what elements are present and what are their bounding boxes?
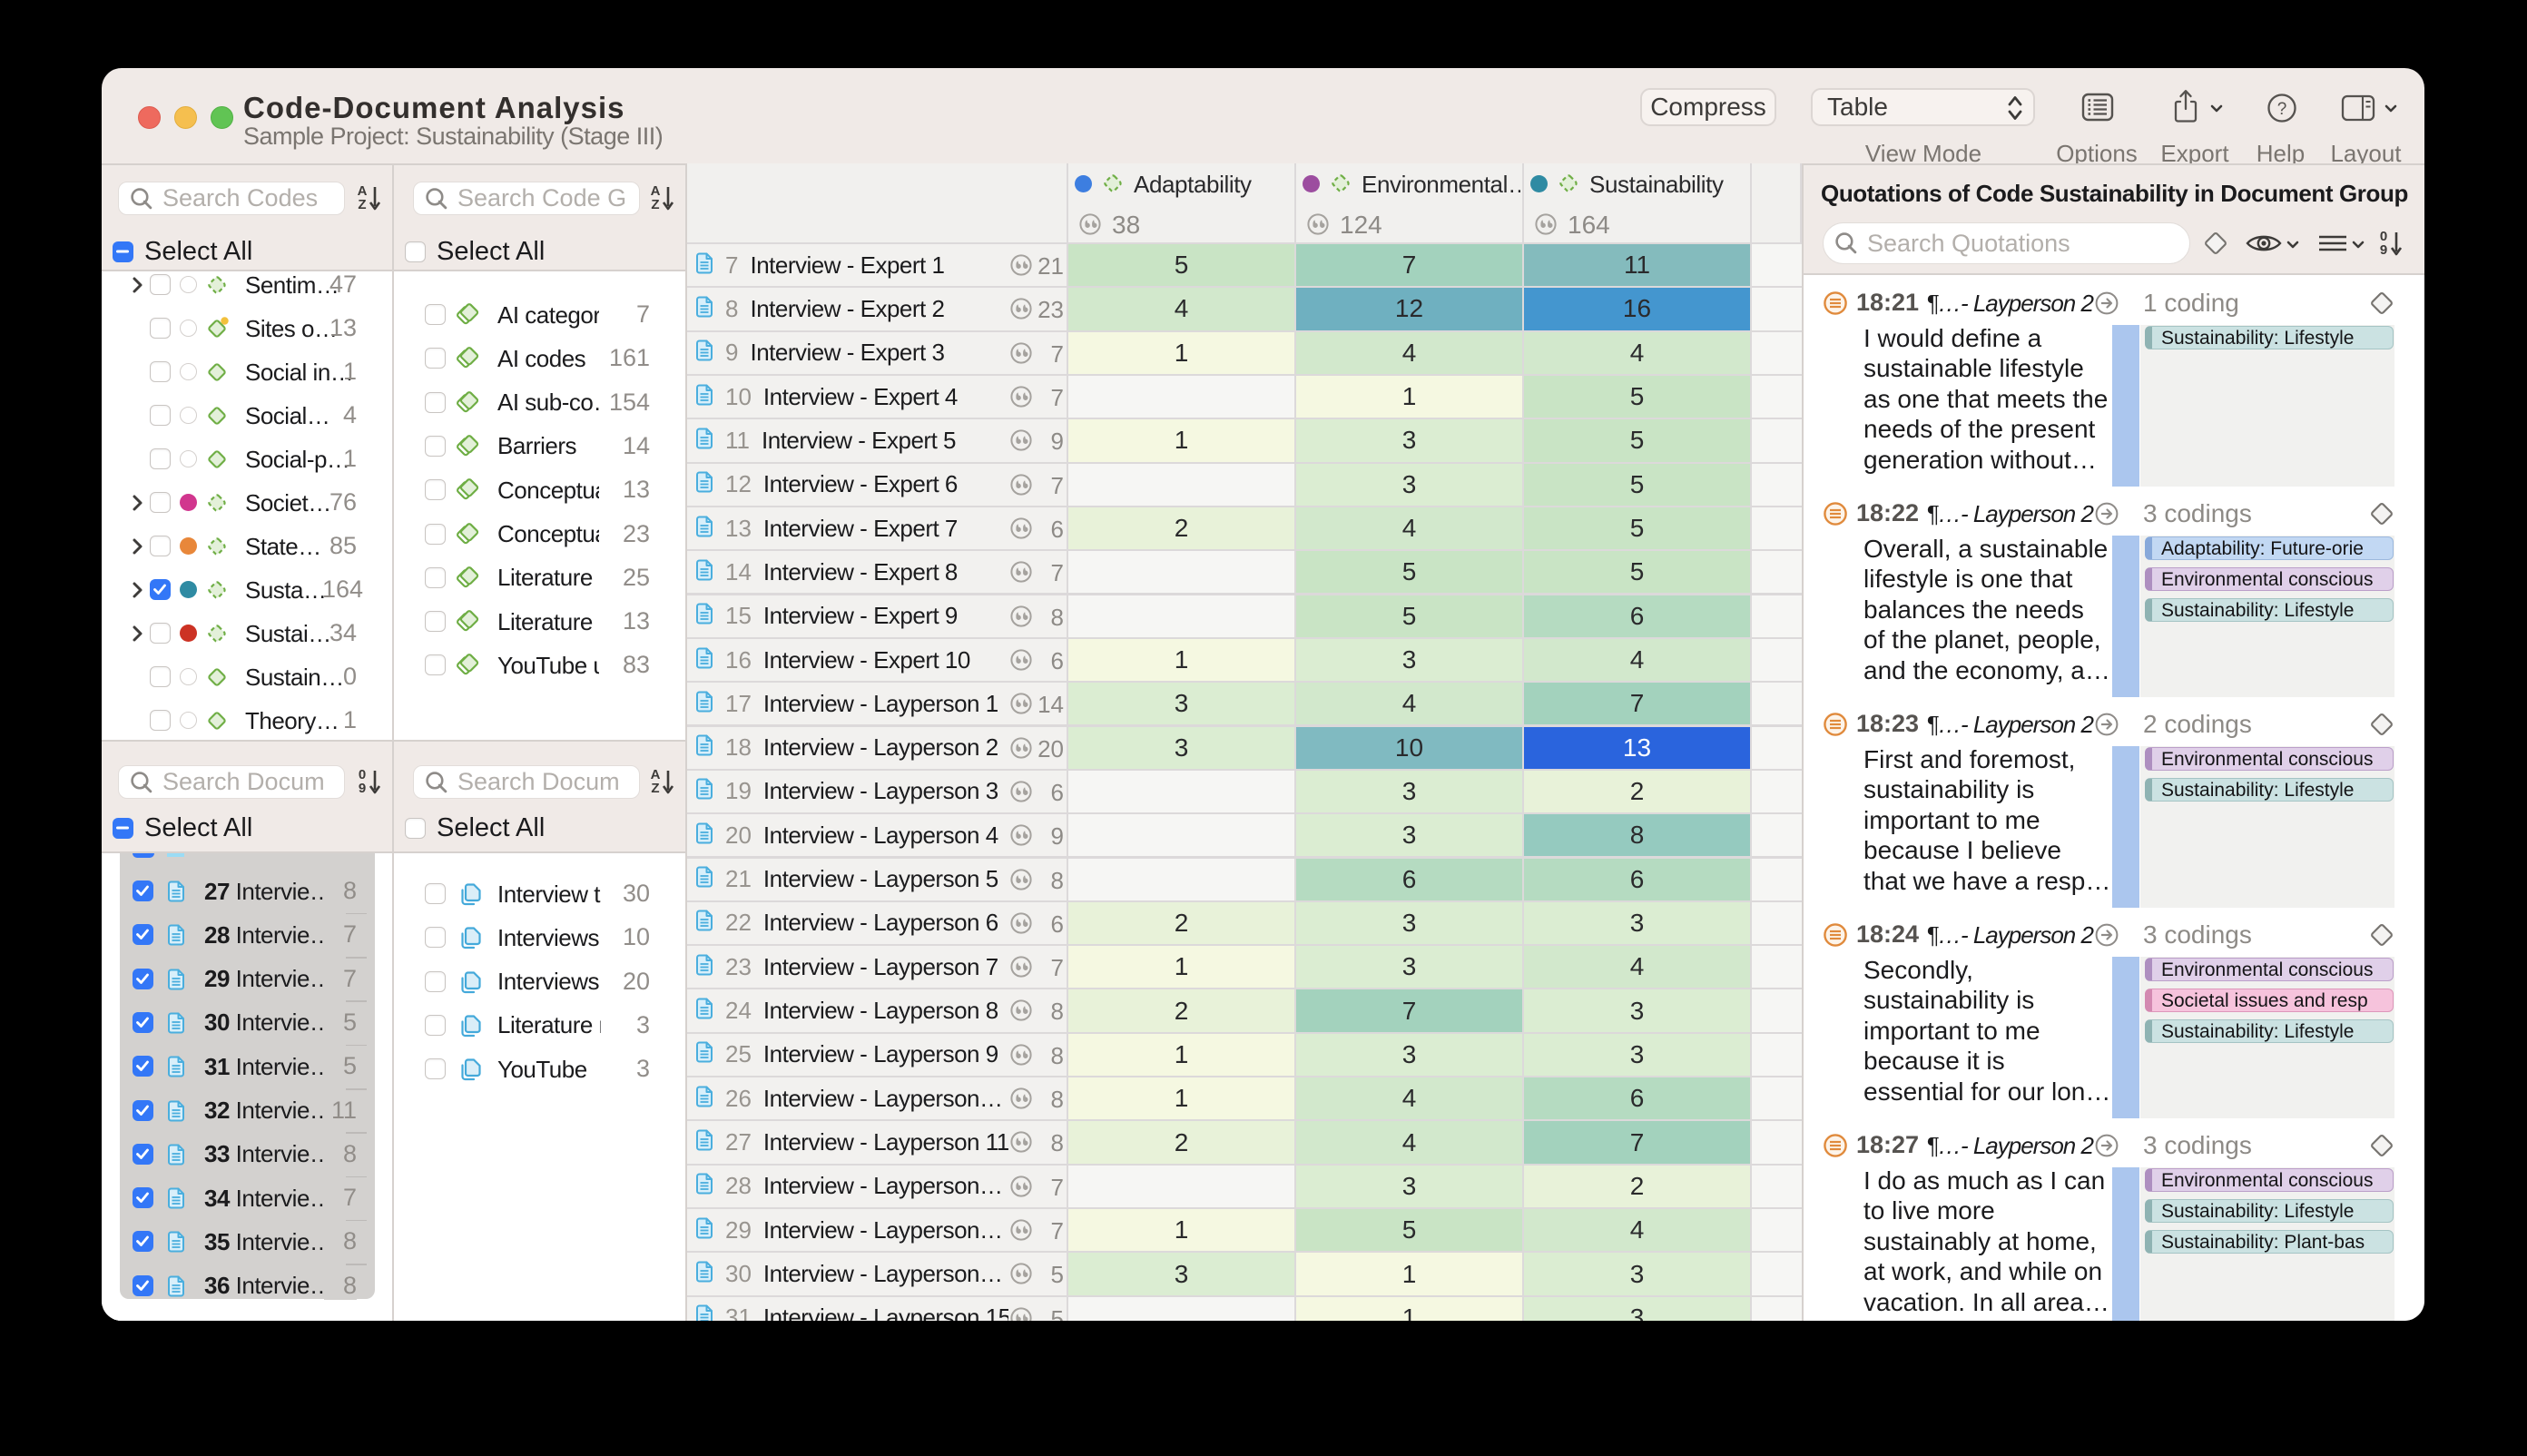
svg-text:A: A <box>358 184 368 199</box>
svg-text:Z: Z <box>358 197 366 212</box>
svg-text:Z: Z <box>651 197 659 212</box>
svg-text:?: ? <box>2277 100 2287 119</box>
svg-text:A: A <box>651 768 661 782</box>
svg-text:0: 0 <box>359 768 366 782</box>
svg-text:Z: Z <box>651 781 659 795</box>
svg-text:9: 9 <box>359 781 366 795</box>
svg-text:0: 0 <box>2380 230 2387 244</box>
svg-text:A: A <box>651 184 661 199</box>
svg-text:9: 9 <box>2380 242 2387 257</box>
